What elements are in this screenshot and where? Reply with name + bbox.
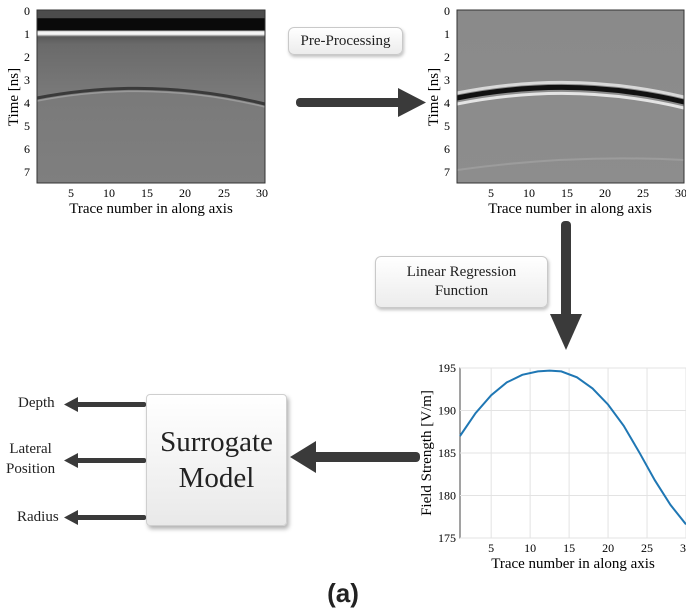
arrow-lateral-head [64,453,78,468]
processed-xtick: 15 [561,186,573,200]
processed-yticks: 0 1 2 3 4 5 6 7 [444,4,450,179]
raw-ytick: 1 [24,27,30,41]
chart-series-line [459,369,686,526]
chart-xtick-label: 5 [488,541,494,555]
processed-xtick: 30 [675,186,686,200]
arrow-left-shaft [300,452,420,462]
chart-ytick-label: 180 [438,489,456,503]
processed-xtick: 25 [637,186,649,200]
processed-ytick: 0 [444,4,450,18]
field-strength-chart: 5 10 15 20 25 30 175 180 185 190 195 Trace number … [419,361,686,572]
chart-ytick-label: 190 [438,404,456,418]
raw-hyperbola [36,86,266,106]
processed-frame [456,9,685,184]
processed-faint-reflection [456,157,685,171]
processed-ytick: 1 [444,27,450,41]
surrogate-model-box: Surrogate Model [146,394,287,526]
raw-ytick: 2 [24,50,30,64]
processed-hyperbola-shadow [456,91,685,110]
arrow-left-head [290,441,316,473]
processed-ytick: 2 [444,50,450,64]
regression-label-line1: Linear Regression [406,264,517,281]
raw-xtick: 10 [103,186,115,200]
processed-ylabel: Time [ns] [426,68,442,126]
chart-xtick-label: 30 [680,541,686,555]
raw-hyperbola-halo [36,90,266,108]
chart-xtick-label: 25 [641,541,653,555]
processed-ytick: 3 [444,73,450,87]
output-lateral-line2: Position [6,460,56,477]
chart-xtick-label: 10 [524,541,536,555]
pre-processing-label: Pre-Processing [300,32,391,49]
figure-caption: (a) [327,578,359,608]
processed-xtick: 20 [599,186,611,200]
chart-ylabel: Field Strength [V/m] [419,390,435,516]
output-lateral-position: Lateral Position [6,440,55,479]
regression-box: Linear Regression Function [375,256,548,308]
arrow-depth-shaft [74,402,146,407]
arrow-radius-shaft [74,515,146,520]
raw-xtick: 25 [218,186,230,200]
arrow-down-head [550,314,582,350]
raw-ytick: 7 [24,165,30,179]
arrow-right-shaft [296,98,406,107]
raw-xtick: 15 [141,186,153,200]
processed-bscan-panel: 0 1 2 3 4 5 6 7 5 10 15 20 25 30 Trace n… [426,4,686,217]
arrow-radius-head [64,510,78,525]
processed-ytick: 4 [444,96,450,110]
chart-xtick-label: 20 [602,541,614,555]
arrow-depth-head [64,397,78,412]
regression-label-line2: Function [434,283,489,299]
raw-frame [36,9,266,184]
processed-ytick: 6 [444,142,450,156]
processed-hyperbola-light [456,80,685,99]
chart-xlabel: Trace number in along axis [491,556,655,572]
output-lateral-line1: Lateral [9,441,52,457]
surrogate-model-line1: Surrogate [160,425,273,458]
processed-hyperbola [456,84,685,105]
raw-xticks: 5 10 15 20 25 30 [68,186,268,200]
processed-xtick: 5 [488,186,494,200]
raw-xtick: 30 [256,186,268,200]
raw-bscan-panel: 0 1 2 3 4 5 6 7 5 10 15 20 25 30 Trace n… [6,4,268,217]
surrogate-model-line2: Model [178,462,255,494]
chart-xtick-label: 15 [563,541,575,555]
output-depth-label: Depth [18,395,55,411]
raw-ytick: 0 [24,4,30,18]
processed-xlabel: Trace number in along axis [488,201,652,217]
raw-ytick: 4 [24,96,30,110]
chart-ytick-label: 175 [438,531,456,545]
processed-xticks: 5 10 15 20 25 30 [488,186,686,200]
arrow-down-shaft [561,221,571,321]
processed-ytick: 7 [444,165,450,179]
pre-processing-box: Pre-Processing [288,27,403,55]
raw-ylabel: Time [ns] [6,68,22,126]
raw-ytick: 3 [24,73,30,87]
output-radius: Radius [17,508,59,528]
chart-ytick-label: 195 [438,361,456,375]
processed-xtick: 10 [523,186,535,200]
raw-xlabel: Trace number in along axis [69,201,233,217]
raw-yticks: 0 1 2 3 4 5 6 7 [24,4,30,179]
raw-ytick: 6 [24,142,30,156]
raw-ytick: 5 [24,119,30,133]
chart-ticks: 5 10 15 20 25 30 175 180 185 190 195 [438,361,686,555]
arrow-right-head [398,88,426,117]
raw-xtick: 5 [68,186,74,200]
processed-ytick: 5 [444,119,450,133]
output-radius-label: Radius [17,509,59,525]
output-depth: Depth [18,394,55,414]
raw-xtick: 20 [179,186,191,200]
arrow-lateral-shaft [74,458,146,463]
chart-grid [460,367,686,539]
chart-ytick-label: 185 [438,446,456,460]
